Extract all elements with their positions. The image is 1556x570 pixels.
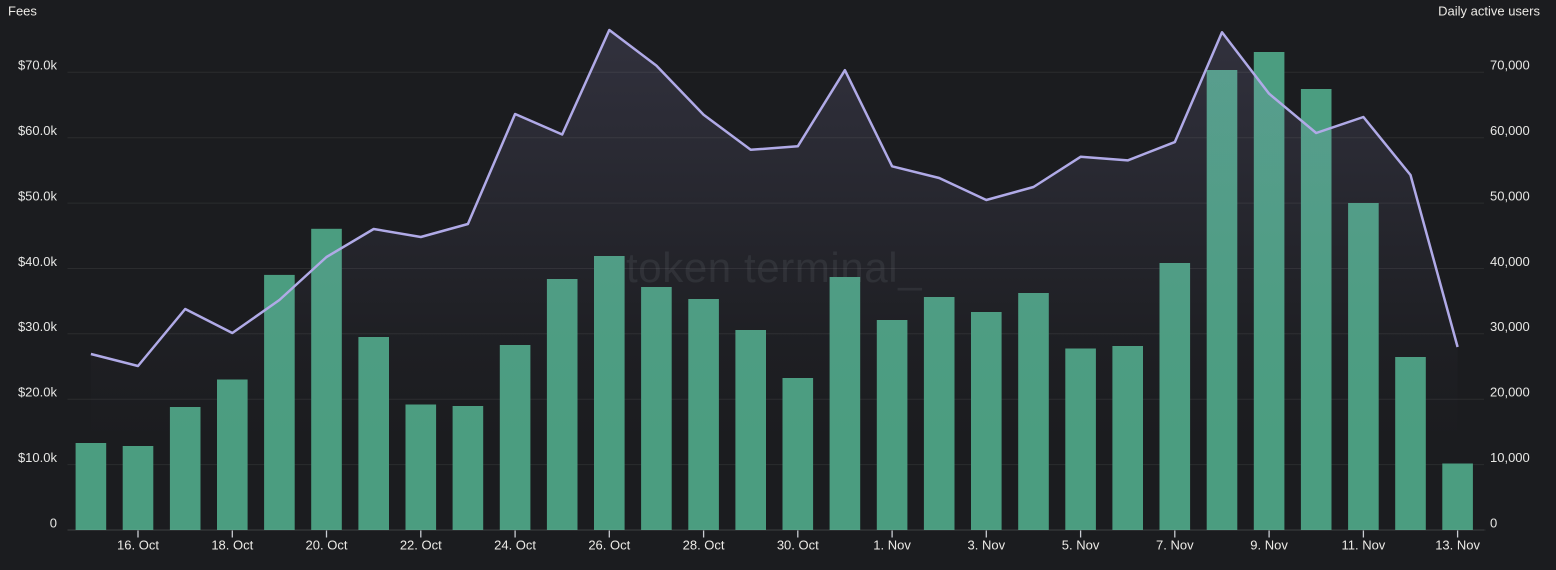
- svg-text:13. Nov: 13. Nov: [1435, 538, 1480, 553]
- svg-text:7. Nov: 7. Nov: [1156, 538, 1194, 553]
- svg-text:20. Oct: 20. Oct: [306, 538, 348, 553]
- svg-text:22. Oct: 22. Oct: [400, 538, 442, 553]
- svg-text:70,000: 70,000: [1490, 58, 1530, 73]
- svg-text:30,000: 30,000: [1490, 319, 1530, 334]
- svg-text:10,000: 10,000: [1490, 450, 1530, 465]
- svg-text:30. Oct: 30. Oct: [777, 538, 819, 553]
- svg-text:24. Oct: 24. Oct: [494, 538, 536, 553]
- svg-text:Fees: Fees: [8, 4, 37, 19]
- svg-text:$70.0k: $70.0k: [18, 58, 58, 73]
- svg-text:60,000: 60,000: [1490, 123, 1530, 138]
- svg-text:9. Nov: 9. Nov: [1250, 538, 1288, 553]
- svg-text:0: 0: [1490, 515, 1497, 530]
- svg-text:28. Oct: 28. Oct: [683, 538, 725, 553]
- svg-text:$60.0k: $60.0k: [18, 123, 58, 138]
- svg-text:20,000: 20,000: [1490, 385, 1530, 400]
- svg-text:3. Nov: 3. Nov: [968, 538, 1006, 553]
- svg-text:$30.0k: $30.0k: [18, 319, 58, 334]
- svg-text:1. Nov: 1. Nov: [873, 538, 911, 553]
- svg-text:50,000: 50,000: [1490, 188, 1530, 203]
- svg-text:$20.0k: $20.0k: [18, 385, 58, 400]
- svg-text:$10.0k: $10.0k: [18, 450, 58, 465]
- svg-text:26. Oct: 26. Oct: [588, 538, 630, 553]
- svg-text:11. Nov: 11. Nov: [1341, 538, 1385, 553]
- svg-text:18. Oct: 18. Oct: [211, 538, 253, 553]
- svg-text:$40.0k: $40.0k: [18, 254, 58, 269]
- svg-text:40,000: 40,000: [1490, 254, 1530, 269]
- svg-text:0: 0: [50, 515, 57, 530]
- svg-text:16. Oct: 16. Oct: [117, 538, 159, 553]
- svg-text:$50.0k: $50.0k: [18, 188, 58, 203]
- svg-text:Daily active users: Daily active users: [1438, 4, 1540, 19]
- svg-text:5. Nov: 5. Nov: [1062, 538, 1100, 553]
